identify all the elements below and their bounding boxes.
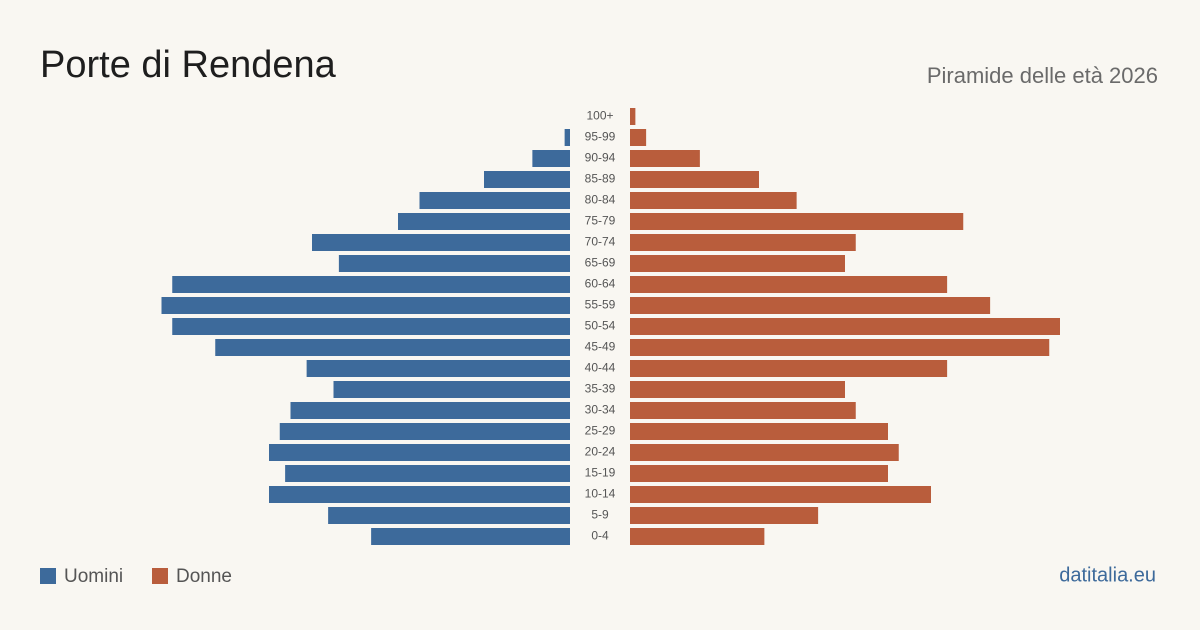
bar [484,171,570,188]
bar [630,255,845,272]
age-label: 85-89 [585,172,616,186]
bar [172,318,570,335]
bar [532,150,570,167]
bar [630,318,1060,335]
age-label: 20-24 [585,445,616,459]
bar [269,486,570,503]
bar [630,276,948,293]
age-label: 95-99 [585,130,616,144]
age-label: 75-79 [585,214,616,228]
bar [630,486,931,503]
bar [290,402,570,419]
age-label: 50-54 [585,319,616,333]
age-label: 40-44 [585,361,616,375]
age-label: 60-64 [585,277,616,291]
bar [630,339,1050,356]
bar [312,234,570,251]
legend-swatch [40,568,56,584]
age-label: 100+ [586,109,613,123]
legend-label: Donne [176,566,232,587]
age-label: 65-69 [585,256,616,270]
bar [630,381,845,398]
bar [285,465,570,482]
age-label: 30-34 [585,403,616,417]
bar [630,192,797,209]
bar [306,360,570,377]
bar [630,297,991,314]
age-label: 0-4 [591,529,609,543]
bar [398,213,570,230]
bar [328,507,570,524]
bar [630,402,856,419]
source: datitalia.eu [1059,564,1156,586]
bar [215,339,570,356]
bar [333,381,570,398]
bar [371,528,570,545]
chart-title: Porte di Rendena [40,44,337,86]
bar [419,192,570,209]
bar [564,129,570,146]
age-label: 90-94 [585,151,616,165]
age-label: 15-19 [585,466,616,480]
bar [630,129,647,146]
bar [630,444,899,461]
bar [161,297,570,314]
bar [630,360,948,377]
bar [630,150,700,167]
age-label: 5-9 [591,508,609,522]
bar [630,234,856,251]
bar [630,528,765,545]
bar [172,276,570,293]
age-label: 80-84 [585,193,616,207]
bar [630,507,819,524]
bar [630,465,888,482]
bar [279,423,570,440]
age-label: 70-74 [585,235,616,249]
legend-swatch [152,568,168,584]
bar [630,171,759,188]
bar [630,213,964,230]
chart-subtitle: Piramide delle età 2026 [927,63,1158,88]
age-label: 55-59 [585,298,616,312]
bar [630,108,636,125]
age-label: 10-14 [585,487,616,501]
bar [338,255,570,272]
age-label: 35-39 [585,382,616,396]
age-label: 45-49 [585,340,616,354]
bar [630,423,888,440]
bar [269,444,570,461]
age-label: 25-29 [585,424,616,438]
legend-label: Uomini [64,566,123,587]
